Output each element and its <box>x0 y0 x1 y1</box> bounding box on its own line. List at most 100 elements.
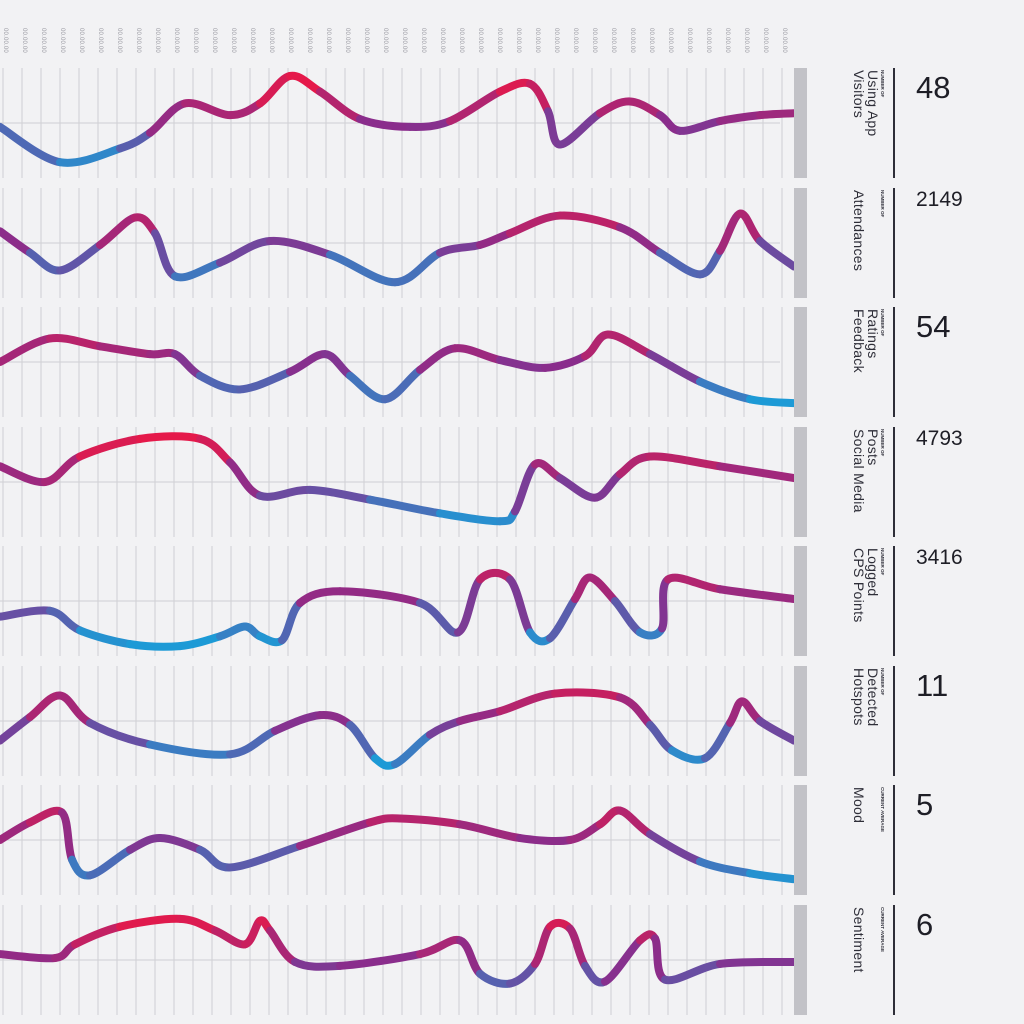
series-line-segment <box>446 87 504 126</box>
series-line-segment <box>266 236 334 259</box>
metric-panel: Sentiment CURRENT AVERAGE 6 <box>0 904 1024 1015</box>
series-line-segment <box>756 716 794 745</box>
metric-kicker: NUMBER OF <box>880 189 885 217</box>
panel-side-bar <box>794 187 807 298</box>
series-line-segment <box>216 236 274 267</box>
series-line-segment <box>71 922 124 948</box>
series-line-segment <box>256 71 294 108</box>
series-line-segment <box>716 957 794 968</box>
panel-divider <box>893 307 895 417</box>
series-line-segment <box>506 959 539 988</box>
series-line-segment <box>46 606 84 635</box>
metric-name-line: Hotspots <box>851 667 867 726</box>
panel-divider <box>893 426 895 537</box>
series-line-segment <box>0 122 64 167</box>
series-line-segment <box>556 109 604 149</box>
series-line-segment <box>211 926 249 948</box>
time-tick-row: 00.00.00 00.00.00 00.00.00 00.00.00 00.00.00… <box>0 0 800 60</box>
series-line-segment <box>296 587 344 607</box>
tick-label: 00.00.00 <box>496 28 502 53</box>
series-line-segment <box>604 330 654 359</box>
series-line-segment <box>346 720 379 762</box>
series-line-segment <box>0 949 59 962</box>
tick-label: 00.00.00 <box>610 28 616 53</box>
series-line-segment <box>26 806 66 827</box>
line-chart <box>0 665 794 776</box>
series-line-segment <box>271 710 324 735</box>
metric-panel: Attendances NUMBER OF 2149 <box>0 187 1024 298</box>
metric-kicker: NUMBER OF <box>880 309 885 337</box>
series-line-segment <box>716 585 794 604</box>
tick-label: 00.00.00 <box>249 28 255 53</box>
line-chart <box>0 68 794 178</box>
line-chart <box>0 307 794 417</box>
series-line-segment <box>146 740 234 759</box>
series-line-segment <box>658 575 672 633</box>
series-line-segment <box>556 211 624 231</box>
tick-label: 00.00.00 <box>344 28 350 53</box>
series-line-segment <box>651 933 669 984</box>
series-line-segment <box>226 726 279 758</box>
series-line-segment <box>746 395 794 408</box>
series-line-segment <box>556 473 599 502</box>
series-line-segment <box>756 109 794 120</box>
tick-label: 00.00.00 <box>135 28 141 53</box>
series-line-segment <box>86 718 154 749</box>
panel-side-bar <box>794 665 807 776</box>
metric-value: 48 <box>916 70 951 105</box>
metric-kicker: CURRENT AVERAGE <box>880 787 885 833</box>
metric-value: 2149 <box>916 187 963 211</box>
series-line-segment <box>646 720 676 754</box>
line-chart <box>0 546 794 656</box>
metric-kicker: CURRENT AVERAGE <box>880 906 885 952</box>
series-line-segment <box>96 342 154 359</box>
metric-label: Visitors Using App <box>851 70 881 137</box>
tick-label: 00.00.00 <box>78 28 84 53</box>
series-line-segment <box>416 344 459 374</box>
series-line-segment <box>196 845 234 872</box>
tick-label: 00.00.00 <box>287 28 293 53</box>
series-line-segment <box>171 258 224 281</box>
series-line-segment <box>476 969 514 988</box>
series-line-segment <box>611 597 644 637</box>
metric-name-line: Logged <box>865 548 881 597</box>
series-line-segment <box>716 111 764 126</box>
series-line-segment <box>296 818 374 850</box>
series-line-segment <box>456 820 524 843</box>
metric-panel: CPS Points Logged NUMBER OF 3416 <box>0 546 1024 656</box>
series-line-segment <box>696 246 724 278</box>
tick-label: 00.00.00 <box>192 28 198 53</box>
series-line-segment <box>0 606 54 621</box>
series-line-segment <box>646 830 704 866</box>
series-line-segment <box>646 451 724 470</box>
series-line-segment <box>506 575 534 637</box>
panel-divider <box>893 546 895 656</box>
series-line-segment <box>321 350 354 380</box>
metric-value: 4793 <box>916 426 963 450</box>
series-line-segment <box>241 916 264 948</box>
series-line-segment <box>454 575 484 637</box>
series-line-segment <box>26 248 64 274</box>
panel-side-bar <box>794 307 807 417</box>
series-line-segment <box>616 222 664 257</box>
series-line-segment <box>506 211 564 237</box>
line-chart <box>0 187 794 298</box>
metric-name-line: Detected <box>865 667 881 726</box>
series-line-segment <box>456 935 484 978</box>
series-line-segment <box>696 377 754 404</box>
tick-label: 00.00.00 <box>2 28 8 53</box>
tick-label: 00.00.00 <box>306 28 312 53</box>
series-line-segment <box>0 818 34 844</box>
series-line-segment <box>176 914 219 935</box>
metric-name-line: Social Media <box>851 428 867 513</box>
series-line-segment <box>366 495 444 517</box>
tick-label: 00.00.00 <box>705 28 711 53</box>
metric-panel: Feedback Ratings NUMBER OF 54 <box>0 307 1024 417</box>
series-line-segment <box>236 367 294 394</box>
series-line-segment <box>56 691 94 727</box>
series-line-segment <box>664 573 724 594</box>
metric-name-line: Mood <box>851 787 867 824</box>
series-line-segment <box>456 706 504 725</box>
series-line-segment <box>151 228 179 280</box>
